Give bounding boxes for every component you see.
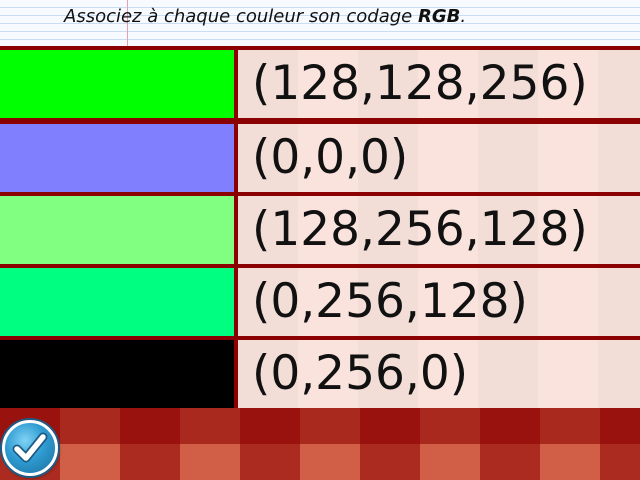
matching-table: (128,128,256) (0,0,0) (128,256,128) (0,2… bbox=[0, 46, 640, 408]
matching-row-2: (0,0,0) bbox=[0, 124, 640, 192]
rgb-code-cell-3[interactable]: (128,256,128) bbox=[238, 196, 640, 264]
color-swatch-4[interactable] bbox=[0, 268, 234, 336]
rgb-code-cell-2[interactable]: (0,0,0) bbox=[238, 124, 640, 192]
color-swatch-2[interactable] bbox=[0, 124, 234, 192]
matching-row-4: (0,256,128) bbox=[0, 268, 640, 336]
checkered-footer bbox=[0, 408, 640, 480]
instruction-text: Associez à chaque couleur son codage RGB… bbox=[64, 6, 466, 27]
matching-row-5: (0,256,0) bbox=[0, 340, 640, 408]
rgb-code-cell-4[interactable]: (0,256,128) bbox=[238, 268, 640, 336]
validate-button[interactable] bbox=[2, 420, 58, 476]
rgb-code-cell-1[interactable]: (128,128,256) bbox=[238, 50, 640, 118]
rgb-code-3: (128,256,128) bbox=[252, 202, 588, 257]
checkmark-icon bbox=[12, 432, 48, 463]
matching-row-1: (128,128,256) bbox=[0, 50, 640, 118]
matching-row-3: (128,256,128) bbox=[0, 196, 640, 264]
instruction-text-end: . bbox=[460, 6, 467, 27]
rgb-code-4: (0,256,128) bbox=[252, 274, 528, 329]
rgb-code-1: (128,128,256) bbox=[252, 56, 588, 111]
rgb-code-cell-5[interactable]: (0,256,0) bbox=[238, 340, 640, 408]
rgb-code-2: (0,0,0) bbox=[252, 130, 409, 185]
instruction-header: Associez à chaque couleur son codage RGB… bbox=[0, 0, 640, 46]
rgb-code-5: (0,256,0) bbox=[252, 346, 469, 401]
color-swatch-5[interactable] bbox=[0, 340, 234, 408]
instruction-text-bold: RGB bbox=[417, 6, 461, 27]
instruction-text-main: Associez à chaque couleur son codage bbox=[64, 6, 418, 27]
color-swatch-3[interactable] bbox=[0, 196, 234, 264]
color-swatch-1[interactable] bbox=[0, 50, 234, 118]
